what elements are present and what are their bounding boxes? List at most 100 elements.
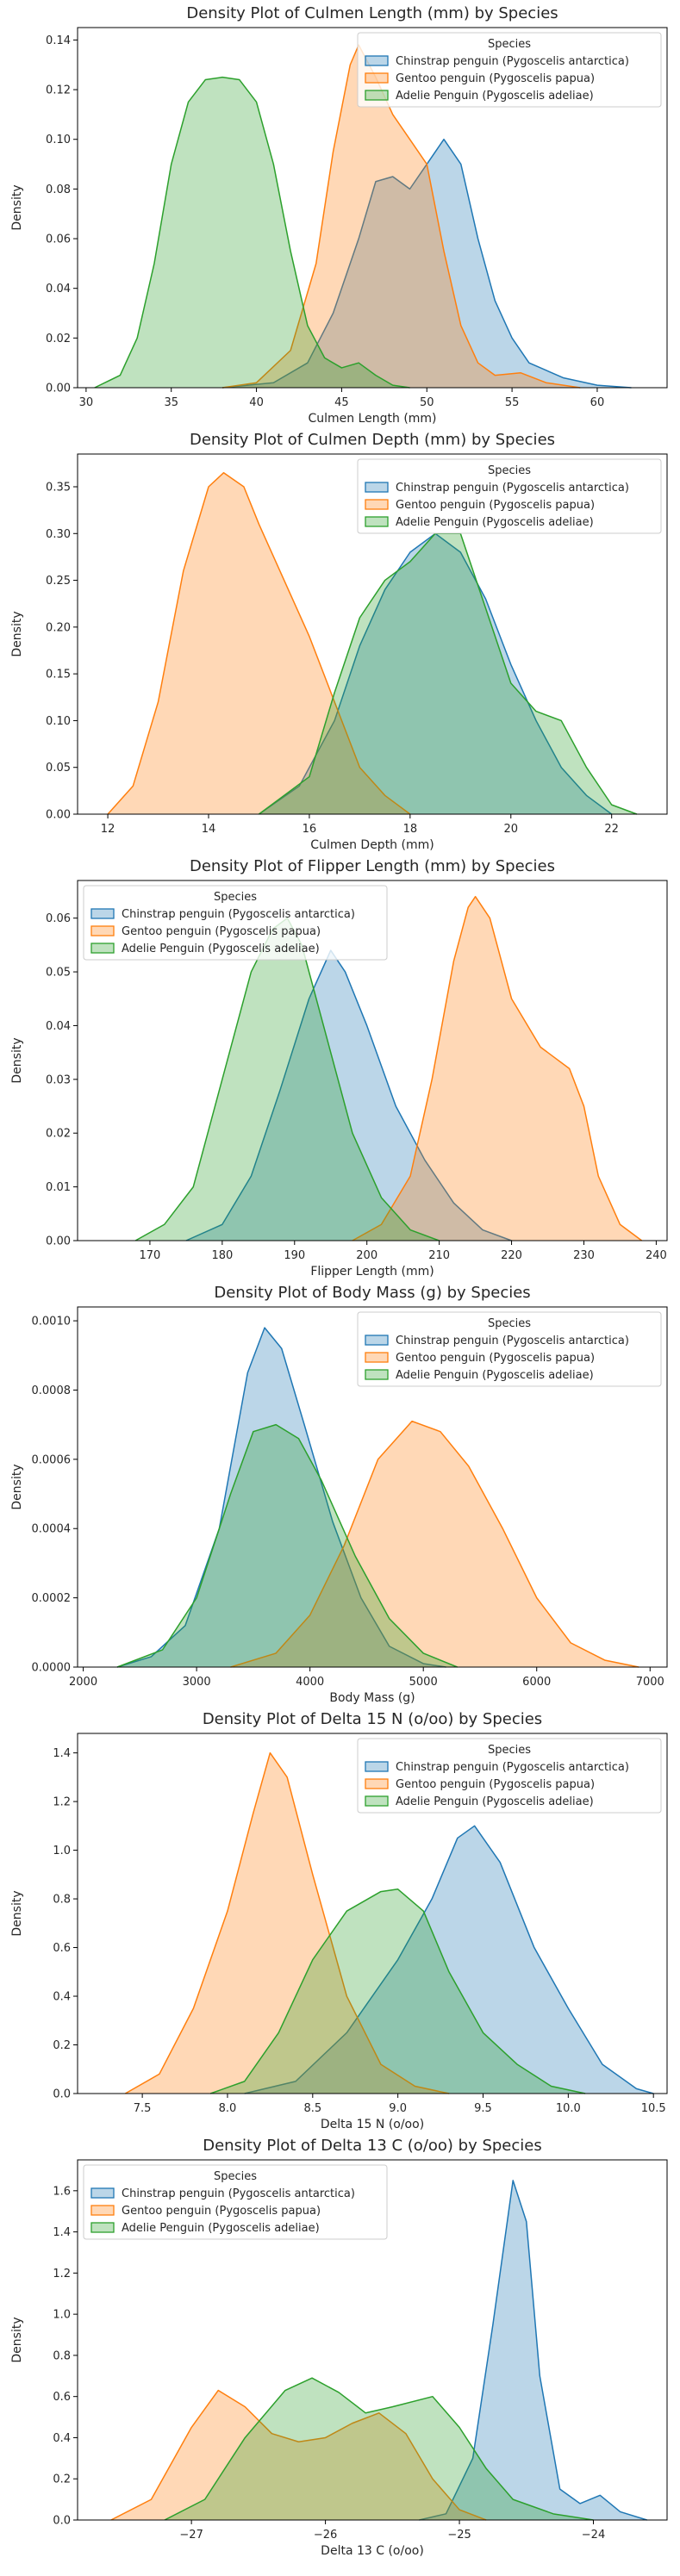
chart-title: Density Plot of Culmen Length (mm) by Sp… — [186, 4, 558, 22]
y-tick-label: 0.10 — [46, 715, 71, 728]
legend-label-1: Chinstrap penguin (Pygoscelis antarctica… — [122, 908, 355, 921]
density-fill-1 — [419, 2180, 647, 2520]
y-tick-label: 1.4 — [53, 2226, 71, 2239]
x-tick-label: 240 — [646, 1249, 667, 1262]
legend-label-1: Chinstrap penguin (Pygoscelis antarctica… — [396, 55, 629, 68]
x-tick-label: 35 — [164, 396, 178, 409]
legend-box — [357, 1311, 662, 1387]
legend-swatch-1 — [365, 55, 389, 66]
legend: Species Chinstrap penguin (Pygoscelis ant… — [357, 1311, 662, 1387]
legend-swatch-2 — [90, 925, 115, 936]
y-tick-label: 0.30 — [46, 528, 71, 541]
y-axis-label: Density — [10, 611, 24, 656]
y-tick-label: 0.04 — [46, 1020, 71, 1033]
legend-title: Species — [488, 1317, 531, 1330]
x-tick-label: 12 — [101, 823, 115, 836]
y-tick-label: 0.8 — [53, 2349, 71, 2362]
x-tick-label: 45 — [334, 396, 349, 409]
legend-swatch-2 — [90, 2205, 115, 2216]
x-tick-label: −26 — [314, 2529, 337, 2542]
y-tick-label: 0.06 — [46, 912, 71, 925]
legend-label-2: Gentoo penguin (Pygoscelis papua) — [122, 2205, 321, 2218]
x-tick-label: 9.0 — [389, 2102, 407, 2115]
x-tick-label: 10.5 — [641, 2102, 666, 2115]
x-tick-label: 180 — [211, 1249, 233, 1262]
y-tick-label: 0.05 — [46, 967, 71, 980]
legend-box — [357, 1738, 662, 1814]
x-tick-label: 14 — [202, 823, 216, 836]
legend: Species Chinstrap penguin (Pygoscelis ant… — [83, 2164, 388, 2240]
legend-label-1: Chinstrap penguin (Pygoscelis antarctica… — [396, 1335, 629, 1347]
x-tick-label: 5000 — [409, 1676, 438, 1689]
x-tick-label: 190 — [284, 1249, 305, 1262]
y-tick-label: 0.2 — [53, 2039, 71, 2052]
y-axis-label: Density — [10, 1464, 24, 1509]
legend-label-3: Adelie Penguin (Pygoscelis adeliae) — [122, 2222, 320, 2235]
y-tick-label: 0.0008 — [32, 1384, 72, 1397]
legend-swatch-1 — [365, 482, 389, 493]
y-tick-label: 1.6 — [53, 2185, 71, 2198]
x-axis-label: Culmen Depth (mm) — [310, 838, 434, 852]
y-tick-label: 0.04 — [46, 283, 71, 296]
x-tick-label: 200 — [356, 1249, 377, 1262]
y-tick-label: 1.4 — [53, 1747, 71, 1760]
legend-label-3: Adelie Penguin (Pygoscelis adeliae) — [396, 90, 594, 103]
x-axis-label: Culmen Length (mm) — [308, 412, 436, 426]
x-tick-label: 18 — [403, 823, 418, 836]
density-line-1 — [419, 2180, 647, 2521]
density-line-2 — [124, 1752, 450, 2094]
x-tick-label: −25 — [447, 2529, 471, 2542]
x-axis-label: Body Mass (g) — [329, 1691, 415, 1705]
density-fill-1 — [185, 950, 512, 1241]
density-line-1 — [185, 949, 512, 1241]
legend-box — [83, 885, 388, 961]
chart-panel-6: Density Plot of Delta 13 C (o/oo) by Spe… — [10, 2137, 668, 2558]
legend-swatch-3 — [90, 2222, 115, 2233]
legend-label-3: Adelie Penguin (Pygoscelis adeliae) — [396, 516, 594, 529]
y-tick-label: 0.06 — [46, 233, 71, 246]
y-tick-label: 0.20 — [46, 621, 71, 634]
chart-title: Density Plot of Flipper Length (mm) by S… — [190, 857, 555, 875]
density-line-1 — [221, 138, 632, 389]
y-tick-label: 0.01 — [46, 1181, 71, 1194]
legend-swatch-3 — [365, 1369, 389, 1380]
y-axis-label: Density — [10, 2317, 24, 2362]
chart-panel-3: Density Plot of Flipper Length (mm) by S… — [10, 857, 668, 1279]
y-tick-label: 0.0004 — [32, 1523, 72, 1536]
density-line-3 — [164, 2377, 594, 2521]
chart-title: Density Plot of Culmen Depth (mm) by Spe… — [190, 431, 555, 449]
density-line-1 — [259, 532, 613, 815]
y-tick-label: 0.08 — [46, 184, 71, 196]
y-tick-label: 0.10 — [46, 134, 71, 146]
y-tick-label: 0.00 — [46, 383, 71, 395]
y-tick-label: 0.0 — [53, 2088, 71, 2101]
density-fill-3 — [210, 1888, 586, 2094]
density-fill-1 — [244, 1826, 654, 2094]
legend-label-2: Gentoo penguin (Pygoscelis papua) — [396, 1778, 595, 1791]
y-tick-label: 0.0010 — [32, 1316, 72, 1328]
density-fill-1 — [222, 139, 632, 388]
density-fill-3 — [259, 533, 637, 814]
x-tick-label: 3000 — [183, 1676, 211, 1689]
y-tick-label: 0.2 — [53, 2473, 71, 2486]
chart-panel-1: Density Plot of Culmen Length (mm) by Sp… — [10, 4, 668, 426]
legend-swatch-3 — [365, 1795, 389, 1807]
density-line-3 — [94, 76, 410, 389]
chart-title: Density Plot of Body Mass (g) by Species — [214, 1284, 530, 1302]
y-axis-label: Density — [10, 1037, 24, 1083]
y-tick-label: 0.0 — [53, 2515, 71, 2528]
legend-label-3: Adelie Penguin (Pygoscelis adeliae) — [396, 1795, 594, 1808]
chart-title: Density Plot of Delta 13 C (o/oo) by Spe… — [203, 2137, 541, 2155]
x-tick-label: 10.0 — [556, 2102, 581, 2115]
x-tick-label: 4000 — [296, 1676, 324, 1689]
x-tick-label: 220 — [501, 1249, 522, 1262]
y-tick-label: 1.0 — [53, 1845, 71, 1857]
legend-swatch-1 — [90, 2187, 115, 2199]
legend-swatch-2 — [365, 499, 389, 510]
legend-swatch-1 — [365, 1335, 389, 1346]
series-group — [124, 1752, 654, 2094]
legend-box — [357, 32, 662, 108]
legend-label-2: Gentoo penguin (Pygoscelis papua) — [122, 925, 321, 938]
density-fill-2 — [352, 896, 642, 1241]
